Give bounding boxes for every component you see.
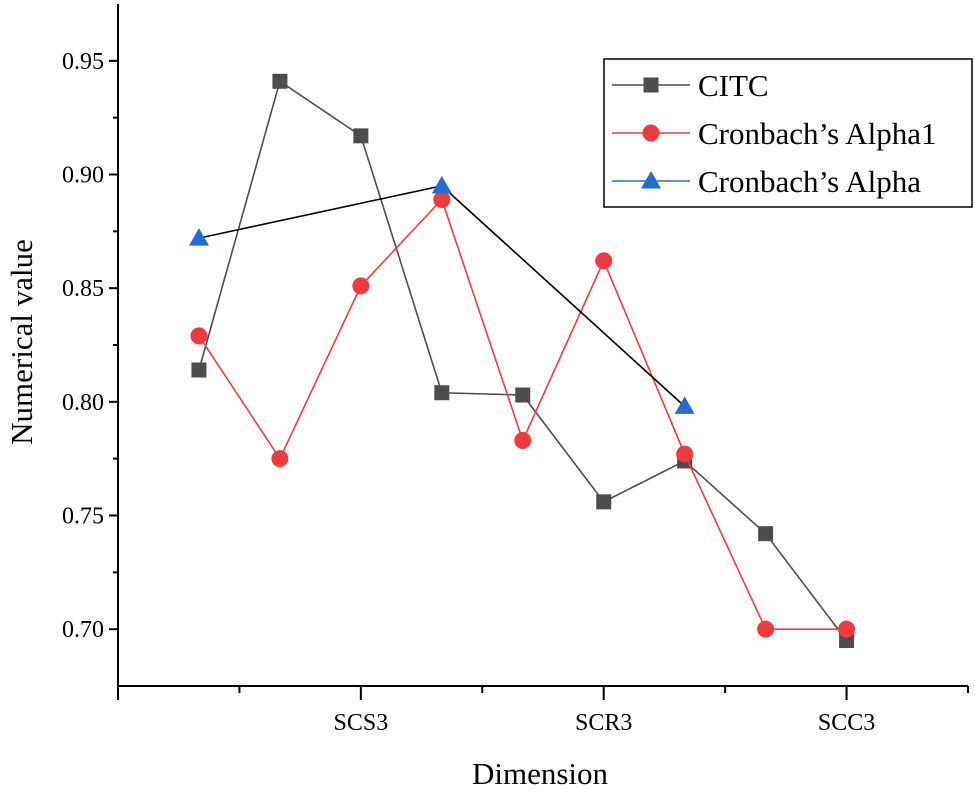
series-layer: [188, 73, 856, 649]
x-tick-label: SCS3: [334, 710, 389, 736]
legend-item: Cronbach’s Alpha1: [612, 116, 937, 151]
data-point: [352, 277, 370, 295]
data-point: [515, 387, 531, 403]
legend: CITC Cronbach’s Alpha1 Cronbach’s Alpha: [603, 58, 973, 208]
y-tick-label: 0.85: [62, 276, 104, 302]
data-point: [433, 191, 451, 209]
data-point: [674, 396, 695, 414]
legend-item: Cronbach’s Alpha: [612, 164, 921, 199]
series-line: [198, 197, 847, 630]
series-2: [188, 175, 695, 414]
data-point: [838, 620, 856, 638]
x-axis-title: Dimension: [472, 756, 609, 791]
legend-label: CITC: [698, 68, 769, 103]
data-point: [353, 128, 369, 144]
data-point: [595, 252, 613, 270]
data-point: [272, 73, 288, 89]
data-point: [190, 327, 208, 345]
data-point: [434, 385, 450, 401]
x-tick-label: SCR3: [575, 710, 632, 736]
data-point: [757, 620, 775, 638]
y-tick-label: 0.75: [62, 504, 104, 530]
axes: 0.70 0.75 0.80 0.85 0.90 0.95 SCS3 SCR3 SCC3: [62, 4, 969, 736]
data-point: [188, 228, 209, 246]
data-point: [758, 526, 774, 542]
legend-item: CITC: [612, 68, 769, 103]
data-point: [271, 450, 289, 468]
data-point: [191, 362, 207, 378]
legend-label: Cronbach’s Alpha1: [698, 116, 937, 151]
data-point: [514, 431, 532, 449]
legend-marker: [641, 171, 661, 189]
y-tick-label: 0.95: [62, 49, 104, 75]
y-tick-label: 0.80: [62, 390, 104, 416]
y-tick-label: 0.90: [62, 163, 104, 189]
series-1: [190, 191, 856, 638]
legend-marker: [642, 124, 660, 142]
data-point: [676, 445, 694, 463]
data-point: [431, 175, 452, 194]
x-tick-label: SCC3: [818, 710, 875, 736]
legend-marker: [643, 77, 659, 93]
y-axis-title: Numerical value: [4, 239, 39, 445]
legend-label: Cronbach’s Alpha: [698, 164, 921, 199]
data-point: [596, 494, 612, 510]
series-line: [198, 184, 686, 407]
y-tick-label: 0.70: [62, 617, 104, 643]
